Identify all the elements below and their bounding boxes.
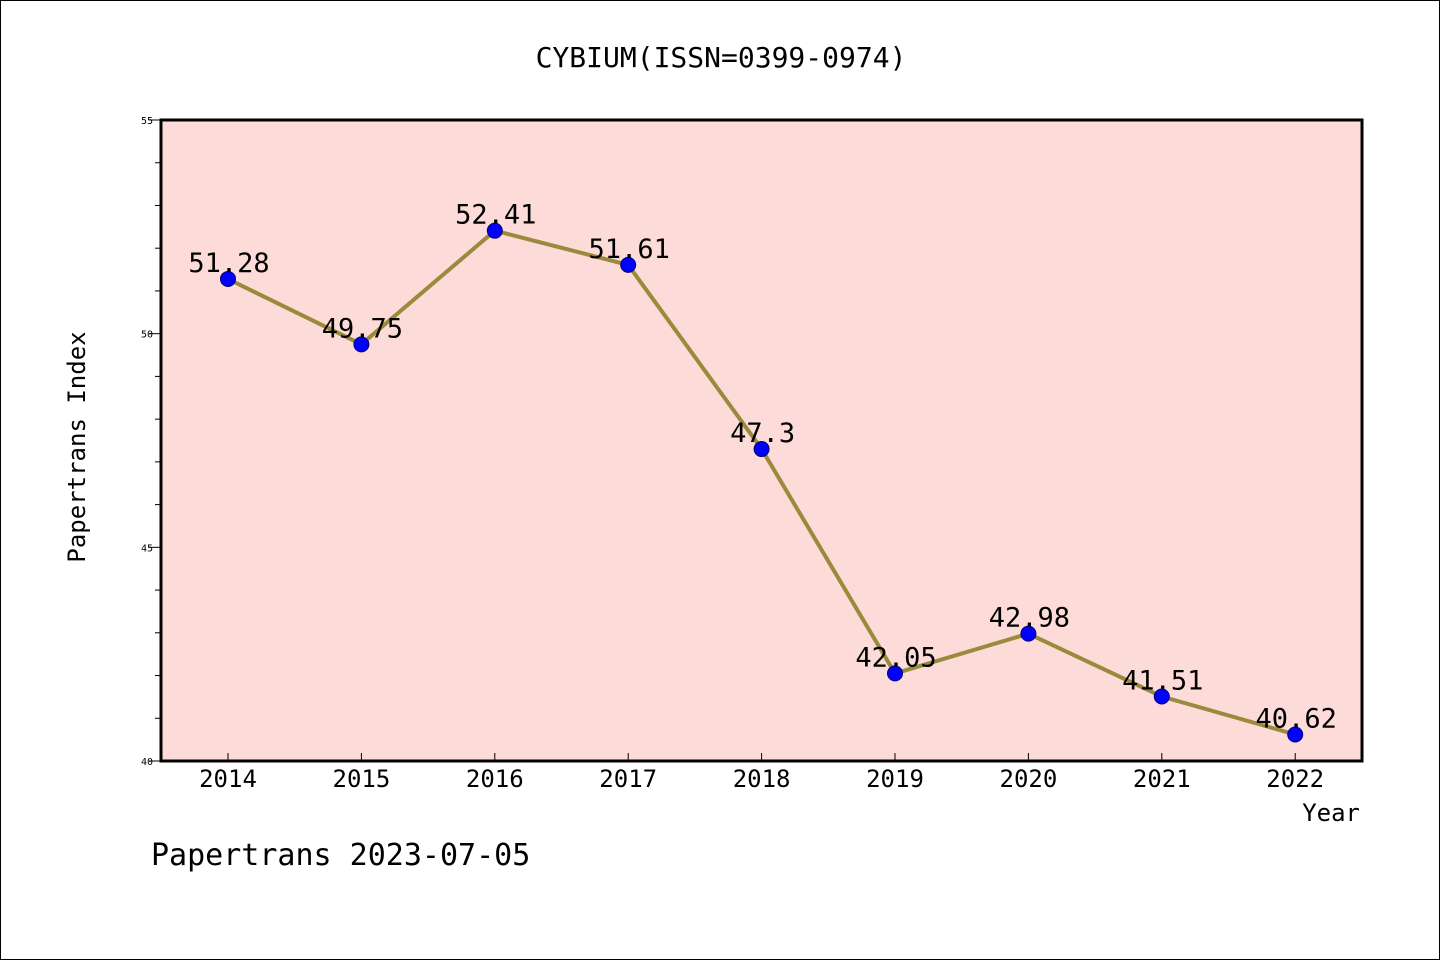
data-label: 40.62	[1256, 704, 1337, 735]
data-label: 51.61	[589, 234, 670, 265]
data-label: 52.41	[455, 200, 536, 231]
x-tick-label: 2019	[866, 765, 924, 793]
data-label: 51.28	[188, 248, 269, 279]
x-tick-label: 2021	[1133, 765, 1191, 793]
y-axis-ticks: 40 45 50 55	[141, 116, 161, 768]
data-point	[220, 270, 236, 287]
data-label: 42.98	[989, 603, 1070, 634]
y-tick-label: 45	[141, 543, 153, 554]
data-label: 49.75	[322, 313, 403, 344]
data-point	[486, 222, 503, 239]
data-label: 47.3	[730, 418, 795, 449]
x-tick-label: 2020	[1000, 765, 1058, 793]
data-point	[1020, 625, 1037, 642]
x-tick-label: 2022	[1266, 765, 1324, 793]
chart-title: CYBIUM(ISSN=0399-0974)	[536, 41, 907, 74]
x-tick-label: 2015	[333, 765, 391, 793]
x-tick-label: 2016	[466, 765, 524, 793]
x-tick-label: 2018	[733, 765, 791, 793]
data-point	[1153, 688, 1170, 705]
series-points-group	[220, 222, 1304, 743]
y-tick-label: 50	[141, 330, 153, 341]
data-label: 42.05	[855, 642, 936, 673]
data-labels-group: 51.28 49.75 52.41 51.61 47.3 42.05 42.98 41.51 4…	[188, 200, 1336, 735]
data-point	[887, 665, 903, 682]
plot-area	[159, 118, 1364, 763]
x-tick-label: 2014	[199, 765, 257, 793]
footer-text: Papertrans 2023-07-05	[151, 838, 530, 873]
x-axis-label: Year	[1302, 799, 1360, 827]
data-label: 41.51	[1122, 665, 1203, 696]
y-tick-label: 40	[141, 757, 153, 768]
data-point	[1287, 726, 1304, 743]
data-point	[753, 441, 770, 458]
x-tick-label: 2017	[599, 765, 657, 793]
data-point	[620, 256, 637, 273]
y-axis-label: Papertrans Index	[63, 331, 91, 562]
data-point	[353, 336, 370, 353]
x-axis-ticks: 2014 2015 2016 2017 2018 2019 2020 2021 2022	[199, 753, 1324, 793]
y-tick-label: 55	[141, 116, 153, 127]
